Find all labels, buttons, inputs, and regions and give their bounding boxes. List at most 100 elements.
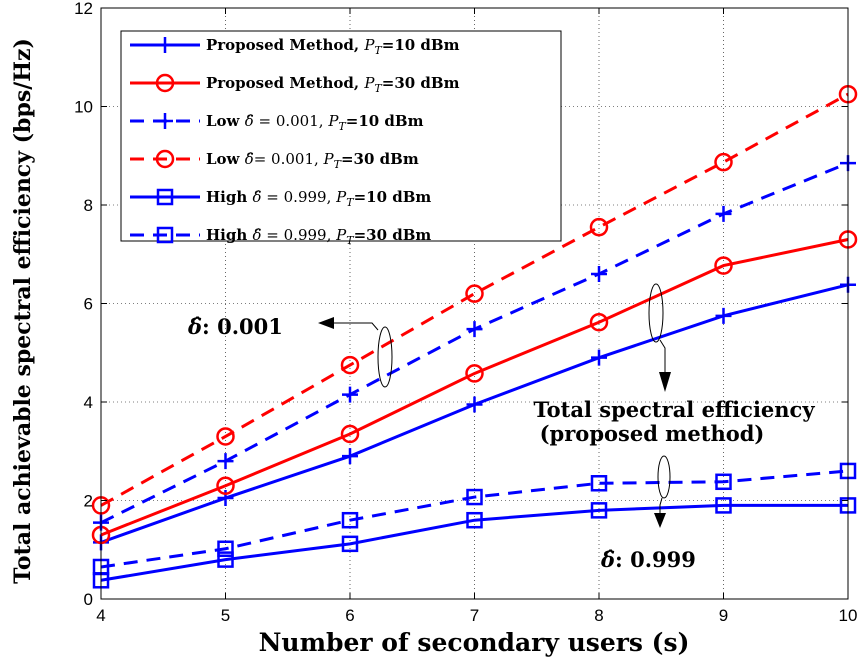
legend-power-value: =10 dBm [346,112,424,130]
annotation-total-line2: (proposed method) [540,421,765,446]
legend-power-subscript: T [346,196,355,209]
x-tick-label: 8 [594,606,603,625]
legend-power-value: =10 dBm [354,188,432,206]
low-delta-arrowhead [318,317,334,329]
legend-marker [157,37,173,53]
y-tick-label: 2 [84,492,93,511]
y-tick-label: 0 [84,590,93,609]
y-axis-title: Total achievable spectral efficiency (bp… [10,38,36,584]
legend-power-subscript: T [374,82,383,95]
annotation-total-line1: Total spectral efficiency [533,397,815,422]
data-point [591,349,607,366]
data-point [466,396,483,413]
data-point [715,473,732,491]
legend-delta-value: = 0.001, [254,112,329,130]
data-point [340,355,360,375]
data-point [714,152,733,172]
legend-item: Low δ̂ = 0.001, PT=10 dBm [130,112,424,133]
svg-text:δ̂: 0.999: δ̂: 0.999 [600,547,696,572]
annotation-total: Total spectral efficiency (proposed meth… [533,283,815,446]
data-point [715,205,732,222]
data-point [589,217,609,237]
legend-power-subscript: T [346,234,355,247]
total-arrowhead [659,372,671,392]
data-point [466,511,483,529]
legend-delta-value: = 0.999, [262,226,337,244]
legend-label-text: Low [206,112,245,130]
legend-label: Low δ̂ = 0.001, PT=10 dBm [206,112,424,133]
annotation-low-delta: δ̂: 0.001 [187,314,393,388]
data-point [465,364,484,383]
legend-delta-symbol: δ̂ [245,150,254,168]
legend-power-value: =10 dBm [382,36,460,54]
legend-label-text: Proposed Method, [206,74,364,92]
legend-delta-symbol: δ̂ [253,226,262,244]
data-point [589,312,609,332]
total-connector [659,339,666,372]
y-tick-label: 6 [84,295,93,314]
annotation-high-delta: δ̂: 0.999 [600,455,696,572]
series-line [100,469,849,569]
legend-marker [155,73,175,93]
series-layer [91,84,858,589]
legend-item: Proposed Method, PT=10 dBm [130,36,460,57]
legend-label-text: Low [206,150,245,168]
data-point [341,511,359,529]
x-tick-label: 4 [96,606,105,625]
x-tick-label: 6 [345,606,354,625]
x-tick-label: 5 [221,606,230,625]
annotation-low-delta-symbol: δ̂ [187,314,202,339]
low-delta-ellipse [377,326,393,388]
data-point [465,284,484,303]
legend-power-subscript: T [334,158,343,171]
legend-item: High δ̂ = 0.999, PT=10 dBm [130,188,431,209]
legend-power-symbol: P [323,150,335,168]
legend-marker [156,188,174,206]
legend-power-value: =30 dBm [382,74,460,92]
data-point [715,497,732,514]
legend-delta-symbol: δ̂ [245,112,254,130]
series-5 [92,497,857,589]
legend-item: Proposed Method, PT=30 dBm [130,73,460,95]
data-point [341,535,359,553]
data-point [466,488,483,506]
data-point [715,307,732,324]
series-line [100,238,849,537]
data-point [590,475,608,492]
data-point [342,448,358,465]
legend-delta-symbol: δ̂ [253,188,262,206]
legend-label: High δ̂ = 0.999, PT=30 dBm [206,226,431,247]
series-line [100,503,848,582]
legend-power-symbol: P [335,188,347,206]
data-point [340,424,360,444]
data-point [217,551,234,568]
legend-power-symbol: P [363,36,375,54]
data-point [217,453,234,470]
legend-power-symbol: P [335,226,347,244]
y-tick-label: 10 [74,98,93,117]
legend-delta-value: = 0.001, [254,150,324,168]
ticks: 4 5 6 7 8 9 10 0 2 4 6 8 10 12 [74,0,857,625]
legend-marker [156,226,174,244]
annotation-high-delta-symbol: δ̂ [600,547,615,572]
legend-label: Proposed Method, PT=30 dBm [206,74,460,95]
legend-power-subscript: T [338,120,347,133]
high-delta-connector [659,497,663,513]
legend-label-text: Proposed Method, [206,36,364,54]
legend-box [120,30,562,242]
legend-power-symbol: P [327,112,339,130]
x-tick-label: 9 [719,606,728,625]
legend-label: Proposed Method, PT=10 dBm [206,36,460,57]
series-4 [91,84,858,515]
legend-item: Low δ̂= 0.001, PT=30 dBm [130,149,419,171]
data-point [217,540,234,558]
high-delta-ellipse [657,455,671,499]
legend-power-value: =30 dBm [341,150,419,168]
series-line [100,92,849,507]
data-point [216,476,235,495]
legend-item: High δ̂ = 0.999, PT=30 dBm [130,226,431,247]
x-axis-title: Number of secondary users (s) [259,628,690,657]
high-delta-arrowhead [654,513,666,528]
